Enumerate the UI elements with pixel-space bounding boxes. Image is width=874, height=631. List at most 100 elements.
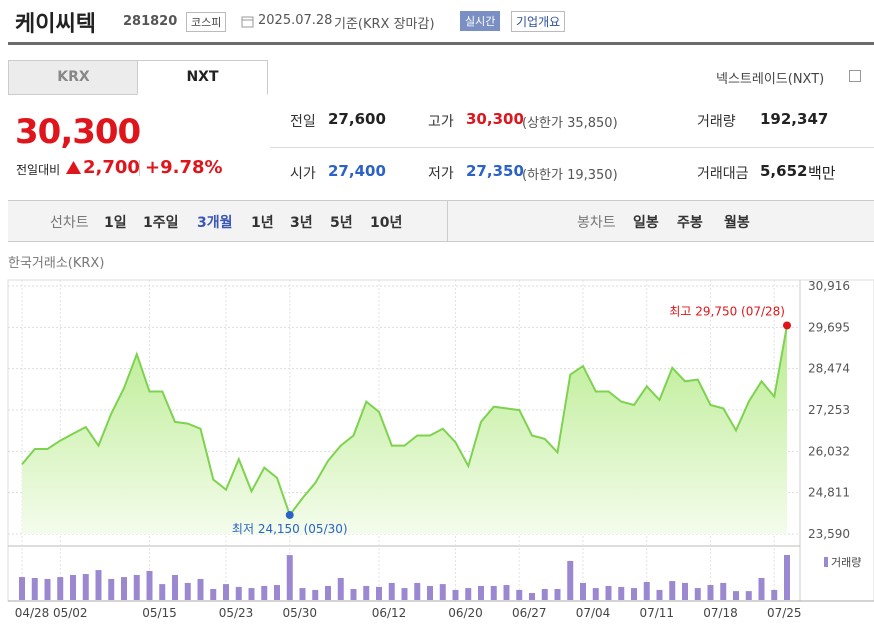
volume-bar [733,591,739,600]
period[interactable]: 5년 [330,215,353,231]
volume-bar [376,586,382,600]
row-divider [270,147,874,148]
volume-bar [567,560,574,600]
volume-bar [108,578,115,600]
value: 30,300 [466,110,524,128]
nxt-link[interactable]: 넥스트레이드(NXT) [716,72,825,87]
x-tick-label: 07/25 [767,606,802,620]
volume-bar [478,585,484,600]
value: 27,600 [328,110,386,128]
volume-bar [299,588,306,600]
x-tick-label: 06/20 [448,606,483,620]
volume-bar [439,584,446,600]
candle-label: 봉차트 [577,215,616,231]
x-tick-label: 04/28 [15,606,50,620]
volume-bar [656,589,663,600]
x-tick-label: 05/02 [53,606,88,620]
volume-bar [235,586,242,600]
label: 거래량 [697,114,736,130]
chart-title: 한국거래소(KRX) [8,256,105,271]
label: 고가 [428,114,454,130]
volume-bar [465,588,472,600]
period[interactable]: 1년 [251,215,274,231]
volume-bar [452,589,459,600]
period[interactable]: 1주일 [143,215,179,231]
candle[interactable]: 일봉 [633,215,659,231]
min-marker [285,511,294,520]
period[interactable]: 1일 [104,215,127,231]
period[interactable]: 10년 [370,215,403,231]
y-tick-label: 29,695 [808,320,850,334]
x-tick-label: 06/27 [512,606,547,620]
realtime-button[interactable]: 실시간 [460,11,501,31]
volume-bar [210,589,217,600]
volume-bar [414,582,421,600]
volume-bar [618,586,625,600]
y-tick-label: 30,916 [808,279,850,293]
volume-bar [19,577,25,600]
up-arrow [66,161,81,174]
volume-bar [31,578,38,600]
tab[interactable]: NXT [137,60,268,95]
volume-bar [669,581,676,600]
volume-bar [490,585,497,600]
volume-bar [694,588,701,600]
y-tick-label: 23,590 [808,527,850,541]
value: 27,350 [466,162,524,180]
volume-bar [337,578,344,600]
volume-bar [121,577,127,600]
period[interactable]: 3년 [290,215,313,231]
x-tick-label: 07/18 [703,606,738,620]
volume-bar [516,589,523,600]
divider [8,42,874,45]
volume-bar [159,584,166,600]
volume-bar [503,585,510,600]
volume-bar [720,582,727,600]
company-button[interactable]: 기업개요 [511,11,566,32]
x-tick-label: 05/23 [219,606,254,620]
line [21,325,788,518]
min-label: 최저 24,150 (05/30) [232,522,348,536]
period-label: 선차트 [50,215,89,231]
period[interactable]: 3개월 [197,215,233,231]
volume-bar [95,570,102,600]
y-tick-label: 28,474 [808,362,850,376]
max-label: 최고 29,750 (07/28) [669,304,785,318]
x-tick-label: 06/12 [372,606,407,620]
y-tick-label: 24,811 [808,486,850,500]
stock-code: 281820 [123,14,178,29]
candle[interactable]: 월봉 [724,215,750,231]
volume-bar [261,585,268,600]
volume-bar [350,589,357,600]
volume-bar [57,577,64,600]
period-bar [8,200,874,242]
volume-bar [82,574,89,600]
volume-bar [388,582,395,600]
volume-bar [592,588,599,600]
help-icon[interactable] [849,70,861,82]
tab[interactable]: KRX [8,60,139,95]
price: 30,300 [15,112,141,152]
separator [447,201,448,241]
market-badge: 코스피 [186,12,227,32]
volume-bar [682,582,688,600]
basis: 기준(KRX 장마감) [334,17,435,32]
volume-bar [784,555,790,600]
legend-label: 거래량 [831,556,861,569]
x-tick-label: 07/04 [576,606,611,620]
label: 저가 [428,166,454,182]
volume-bar [401,588,408,600]
change: 2,700 [83,157,140,178]
volume-bar [580,582,586,600]
x-tick-label: 05/30 [282,606,317,620]
volume-bar [44,578,51,600]
volume-bar [707,585,714,600]
candle[interactable]: 주봉 [677,215,703,231]
volume-bar [745,591,752,600]
volume-bar [325,585,331,600]
stock-name: 케이씨텍 [15,12,96,37]
volume-bar [248,588,255,600]
volume-bar [554,589,561,600]
